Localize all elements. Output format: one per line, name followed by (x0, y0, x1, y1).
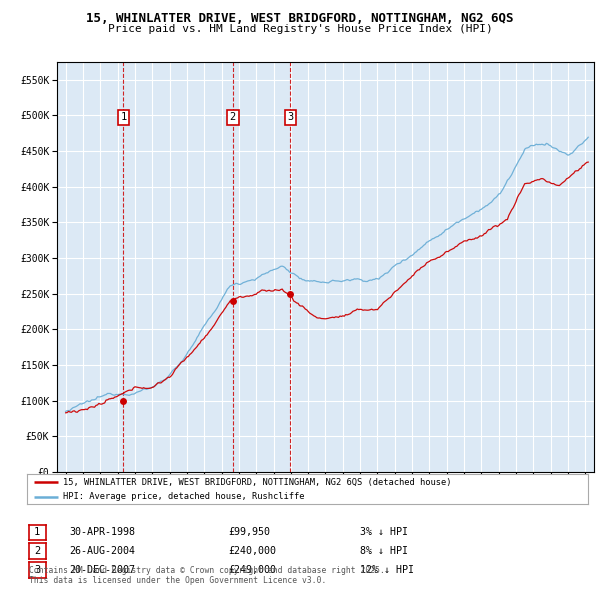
Text: 1: 1 (34, 527, 40, 537)
Text: 3: 3 (287, 112, 293, 122)
Text: 2: 2 (34, 546, 40, 556)
Text: 26-AUG-2004: 26-AUG-2004 (69, 546, 135, 556)
Text: 15, WHINLATTER DRIVE, WEST BRIDGFORD, NOTTINGHAM, NG2 6QS (detached house): 15, WHINLATTER DRIVE, WEST BRIDGFORD, NO… (64, 478, 452, 487)
Text: HPI: Average price, detached house, Rushcliffe: HPI: Average price, detached house, Rush… (64, 492, 305, 502)
Text: 1: 1 (120, 112, 127, 122)
Text: 2: 2 (230, 112, 236, 122)
Text: 20-DEC-2007: 20-DEC-2007 (69, 565, 135, 575)
Text: 15, WHINLATTER DRIVE, WEST BRIDGFORD, NOTTINGHAM, NG2 6QS: 15, WHINLATTER DRIVE, WEST BRIDGFORD, NO… (86, 12, 514, 25)
Text: 8% ↓ HPI: 8% ↓ HPI (360, 546, 408, 556)
Text: 3: 3 (34, 565, 40, 575)
Text: 12% ↓ HPI: 12% ↓ HPI (360, 565, 414, 575)
Text: Contains HM Land Registry data © Crown copyright and database right 2025.
This d: Contains HM Land Registry data © Crown c… (29, 566, 385, 585)
Text: £240,000: £240,000 (228, 546, 276, 556)
Text: £99,950: £99,950 (228, 527, 270, 537)
Text: Price paid vs. HM Land Registry's House Price Index (HPI): Price paid vs. HM Land Registry's House … (107, 24, 493, 34)
Text: 30-APR-1998: 30-APR-1998 (69, 527, 135, 537)
Text: £249,000: £249,000 (228, 565, 276, 575)
Text: 3% ↓ HPI: 3% ↓ HPI (360, 527, 408, 537)
